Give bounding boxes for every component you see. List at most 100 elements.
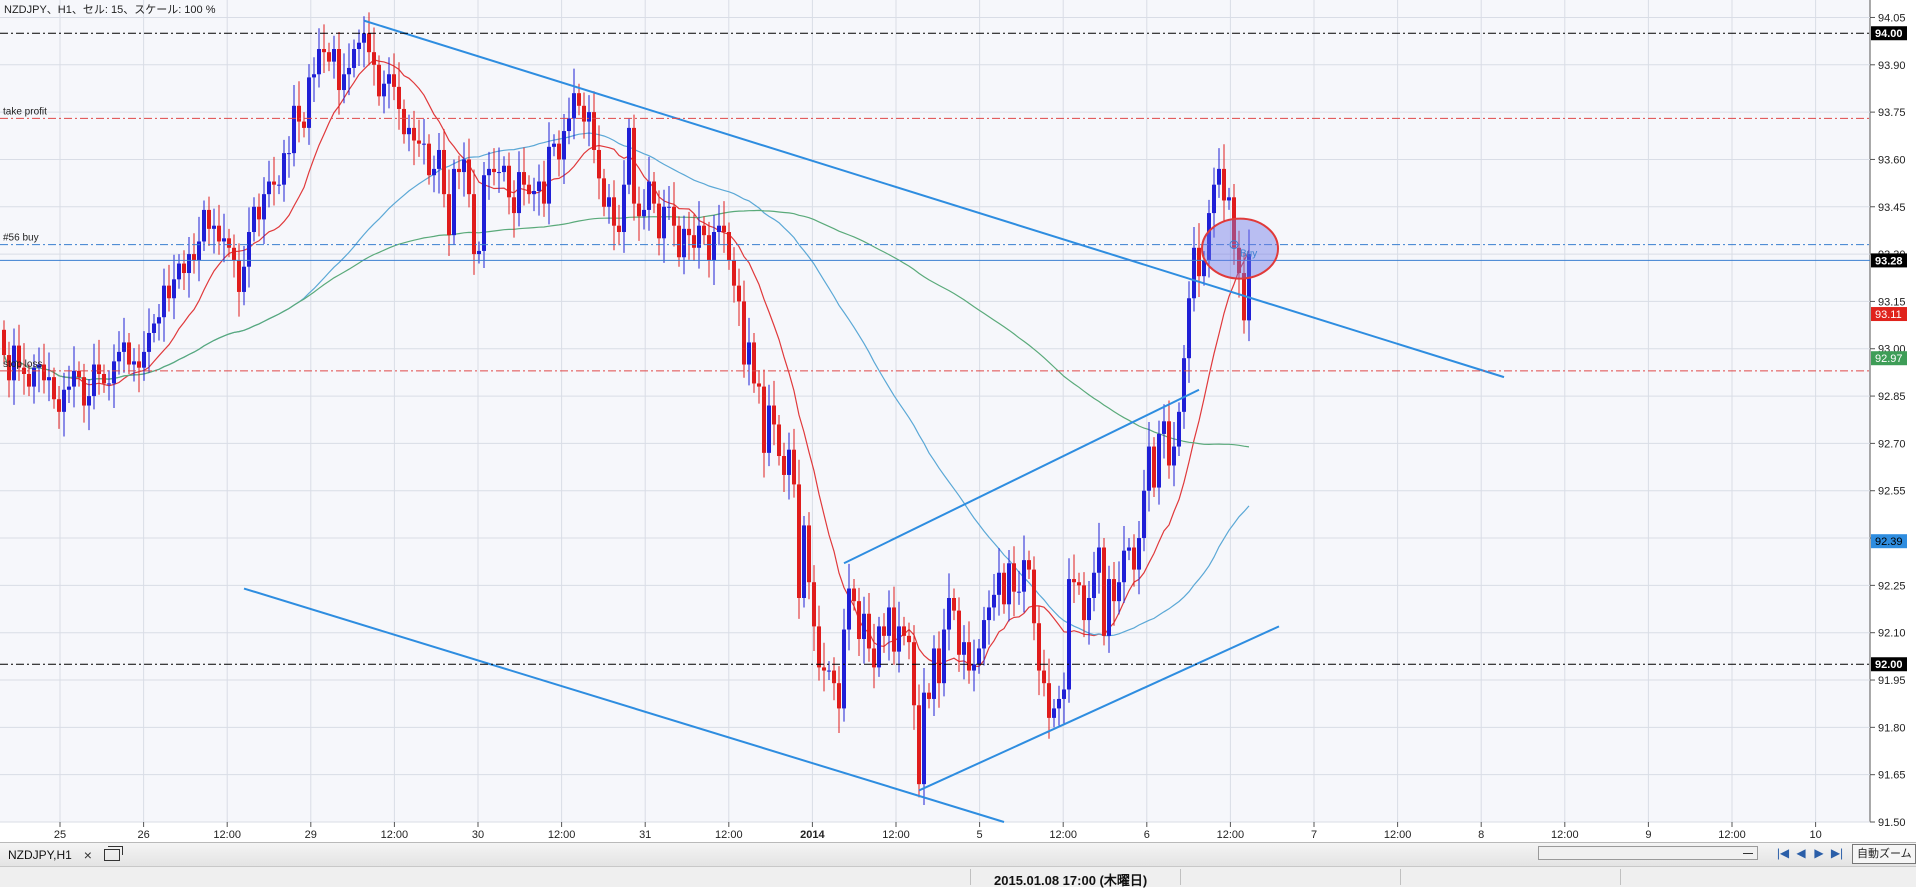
candle-bull bbox=[787, 449, 791, 475]
candle-bull bbox=[667, 206, 671, 208]
time-tick-label: 9 bbox=[1645, 829, 1651, 841]
price-tick-label: 92.70 bbox=[1878, 438, 1906, 450]
price-tick-label: 92.55 bbox=[1878, 486, 1906, 498]
candle-bull bbox=[147, 332, 151, 352]
tab-nzdjpy-h1[interactable]: NZDJPY,H1 × bbox=[0, 845, 128, 865]
candle-bear bbox=[1047, 683, 1051, 718]
candle-bear bbox=[527, 184, 531, 195]
candle-bull bbox=[767, 405, 771, 453]
candle-bear bbox=[832, 670, 836, 684]
candle-bull bbox=[887, 607, 891, 636]
candle-bull bbox=[357, 42, 361, 50]
candle-bear bbox=[82, 377, 86, 406]
candle-bear bbox=[952, 597, 956, 611]
candle-bull bbox=[607, 197, 611, 207]
candle-bear bbox=[1132, 547, 1136, 570]
candle-bear bbox=[872, 648, 876, 668]
candle-bull bbox=[262, 194, 266, 220]
candle-bull bbox=[572, 93, 576, 119]
candle-bear bbox=[27, 373, 31, 387]
price-tick-label: 93.60 bbox=[1878, 154, 1906, 166]
candle-bull bbox=[142, 351, 146, 368]
candle-group bbox=[2, 12, 1251, 805]
candle-bear bbox=[182, 263, 186, 274]
time-tick-label: 10 bbox=[1809, 829, 1821, 841]
scroll-first-icon[interactable]: |◀ bbox=[1776, 846, 1790, 860]
candle-bear bbox=[782, 456, 786, 475]
candle-bear bbox=[467, 159, 471, 195]
candle-bull bbox=[1092, 572, 1096, 598]
candle-bear bbox=[837, 683, 841, 709]
trendline bbox=[918, 625, 1280, 792]
candle-bear bbox=[742, 301, 746, 365]
candle-bear bbox=[762, 386, 766, 453]
candle-bear bbox=[882, 626, 886, 636]
candle-bull bbox=[407, 127, 411, 135]
scroll-next-icon[interactable]: ▶ bbox=[1814, 846, 1824, 860]
candle-bull bbox=[1107, 579, 1111, 636]
candle-bear bbox=[1232, 197, 1236, 248]
chart-scrollbar[interactable] bbox=[1538, 846, 1758, 860]
status-divider bbox=[1620, 869, 1621, 885]
time-tick-label: 12:00 bbox=[1384, 829, 1412, 841]
level-badge bbox=[1871, 26, 1907, 41]
candle-bear bbox=[542, 181, 546, 204]
candle-bull bbox=[307, 77, 311, 128]
candle-bear bbox=[657, 203, 661, 239]
candle-bull bbox=[1187, 298, 1191, 359]
candle-bull bbox=[1157, 433, 1161, 488]
price-chart[interactable]: 94.0593.9093.7593.6093.4593.3093.1593.00… bbox=[0, 0, 1916, 842]
candle-bear bbox=[772, 405, 776, 425]
time-tick-label: 29 bbox=[305, 829, 317, 841]
candle-bull bbox=[947, 597, 951, 630]
candle-bull bbox=[277, 184, 281, 186]
candle-bull bbox=[717, 225, 721, 233]
candle-bear bbox=[1002, 572, 1006, 605]
candle-bull bbox=[622, 184, 626, 233]
candle-bull bbox=[982, 620, 986, 649]
candle-bear bbox=[912, 642, 916, 706]
candle-bull bbox=[1182, 358, 1186, 412]
price-axis-panel bbox=[1870, 0, 1916, 842]
level-badge-text: 92.00 bbox=[1875, 659, 1903, 671]
candle-bear bbox=[557, 143, 561, 160]
price-tick-label: 92.10 bbox=[1878, 628, 1906, 640]
candle-bull bbox=[1087, 597, 1091, 621]
trendline bbox=[363, 19, 1505, 379]
level-badge bbox=[1871, 657, 1907, 672]
candle-bear bbox=[507, 165, 511, 198]
candle-bear bbox=[457, 168, 461, 173]
candle-bear bbox=[677, 225, 681, 258]
candle-bull bbox=[242, 266, 246, 292]
auto-zoom-button[interactable]: 自動ズーム bbox=[1852, 844, 1916, 864]
candle-bear bbox=[927, 692, 931, 699]
candle-bear bbox=[1072, 579, 1076, 583]
candle-bear bbox=[722, 225, 726, 233]
candle-bear bbox=[377, 64, 381, 97]
candle-bull bbox=[997, 572, 1001, 595]
scroll-prev-icon[interactable]: ◀ bbox=[1796, 846, 1806, 860]
candle-bull bbox=[1052, 708, 1056, 718]
scroll-last-icon[interactable]: ▶| bbox=[1830, 846, 1844, 860]
close-icon[interactable]: × bbox=[83, 847, 92, 863]
candle-bull bbox=[482, 175, 486, 251]
candle-bull bbox=[1162, 421, 1166, 434]
candle-bull bbox=[172, 279, 176, 299]
candle-bull bbox=[462, 159, 466, 173]
candle-bear bbox=[577, 93, 581, 106]
candle-bear bbox=[1027, 560, 1031, 570]
candle-bear bbox=[417, 140, 421, 144]
time-tick-label: 7 bbox=[1311, 829, 1317, 841]
restore-window-icon[interactable] bbox=[103, 846, 123, 861]
candle-bull bbox=[12, 345, 16, 381]
candle-bull bbox=[112, 361, 116, 384]
time-tick-label: 12:00 bbox=[715, 829, 743, 841]
candle-bull bbox=[117, 351, 121, 362]
candle-bull bbox=[92, 364, 96, 397]
candle-bear bbox=[442, 149, 446, 195]
price-tick-label: 91.65 bbox=[1878, 770, 1906, 782]
candle-bull bbox=[132, 361, 136, 365]
level-label: stop loss bbox=[3, 359, 42, 370]
candle-bear bbox=[892, 607, 896, 652]
candle-bear bbox=[402, 108, 406, 135]
